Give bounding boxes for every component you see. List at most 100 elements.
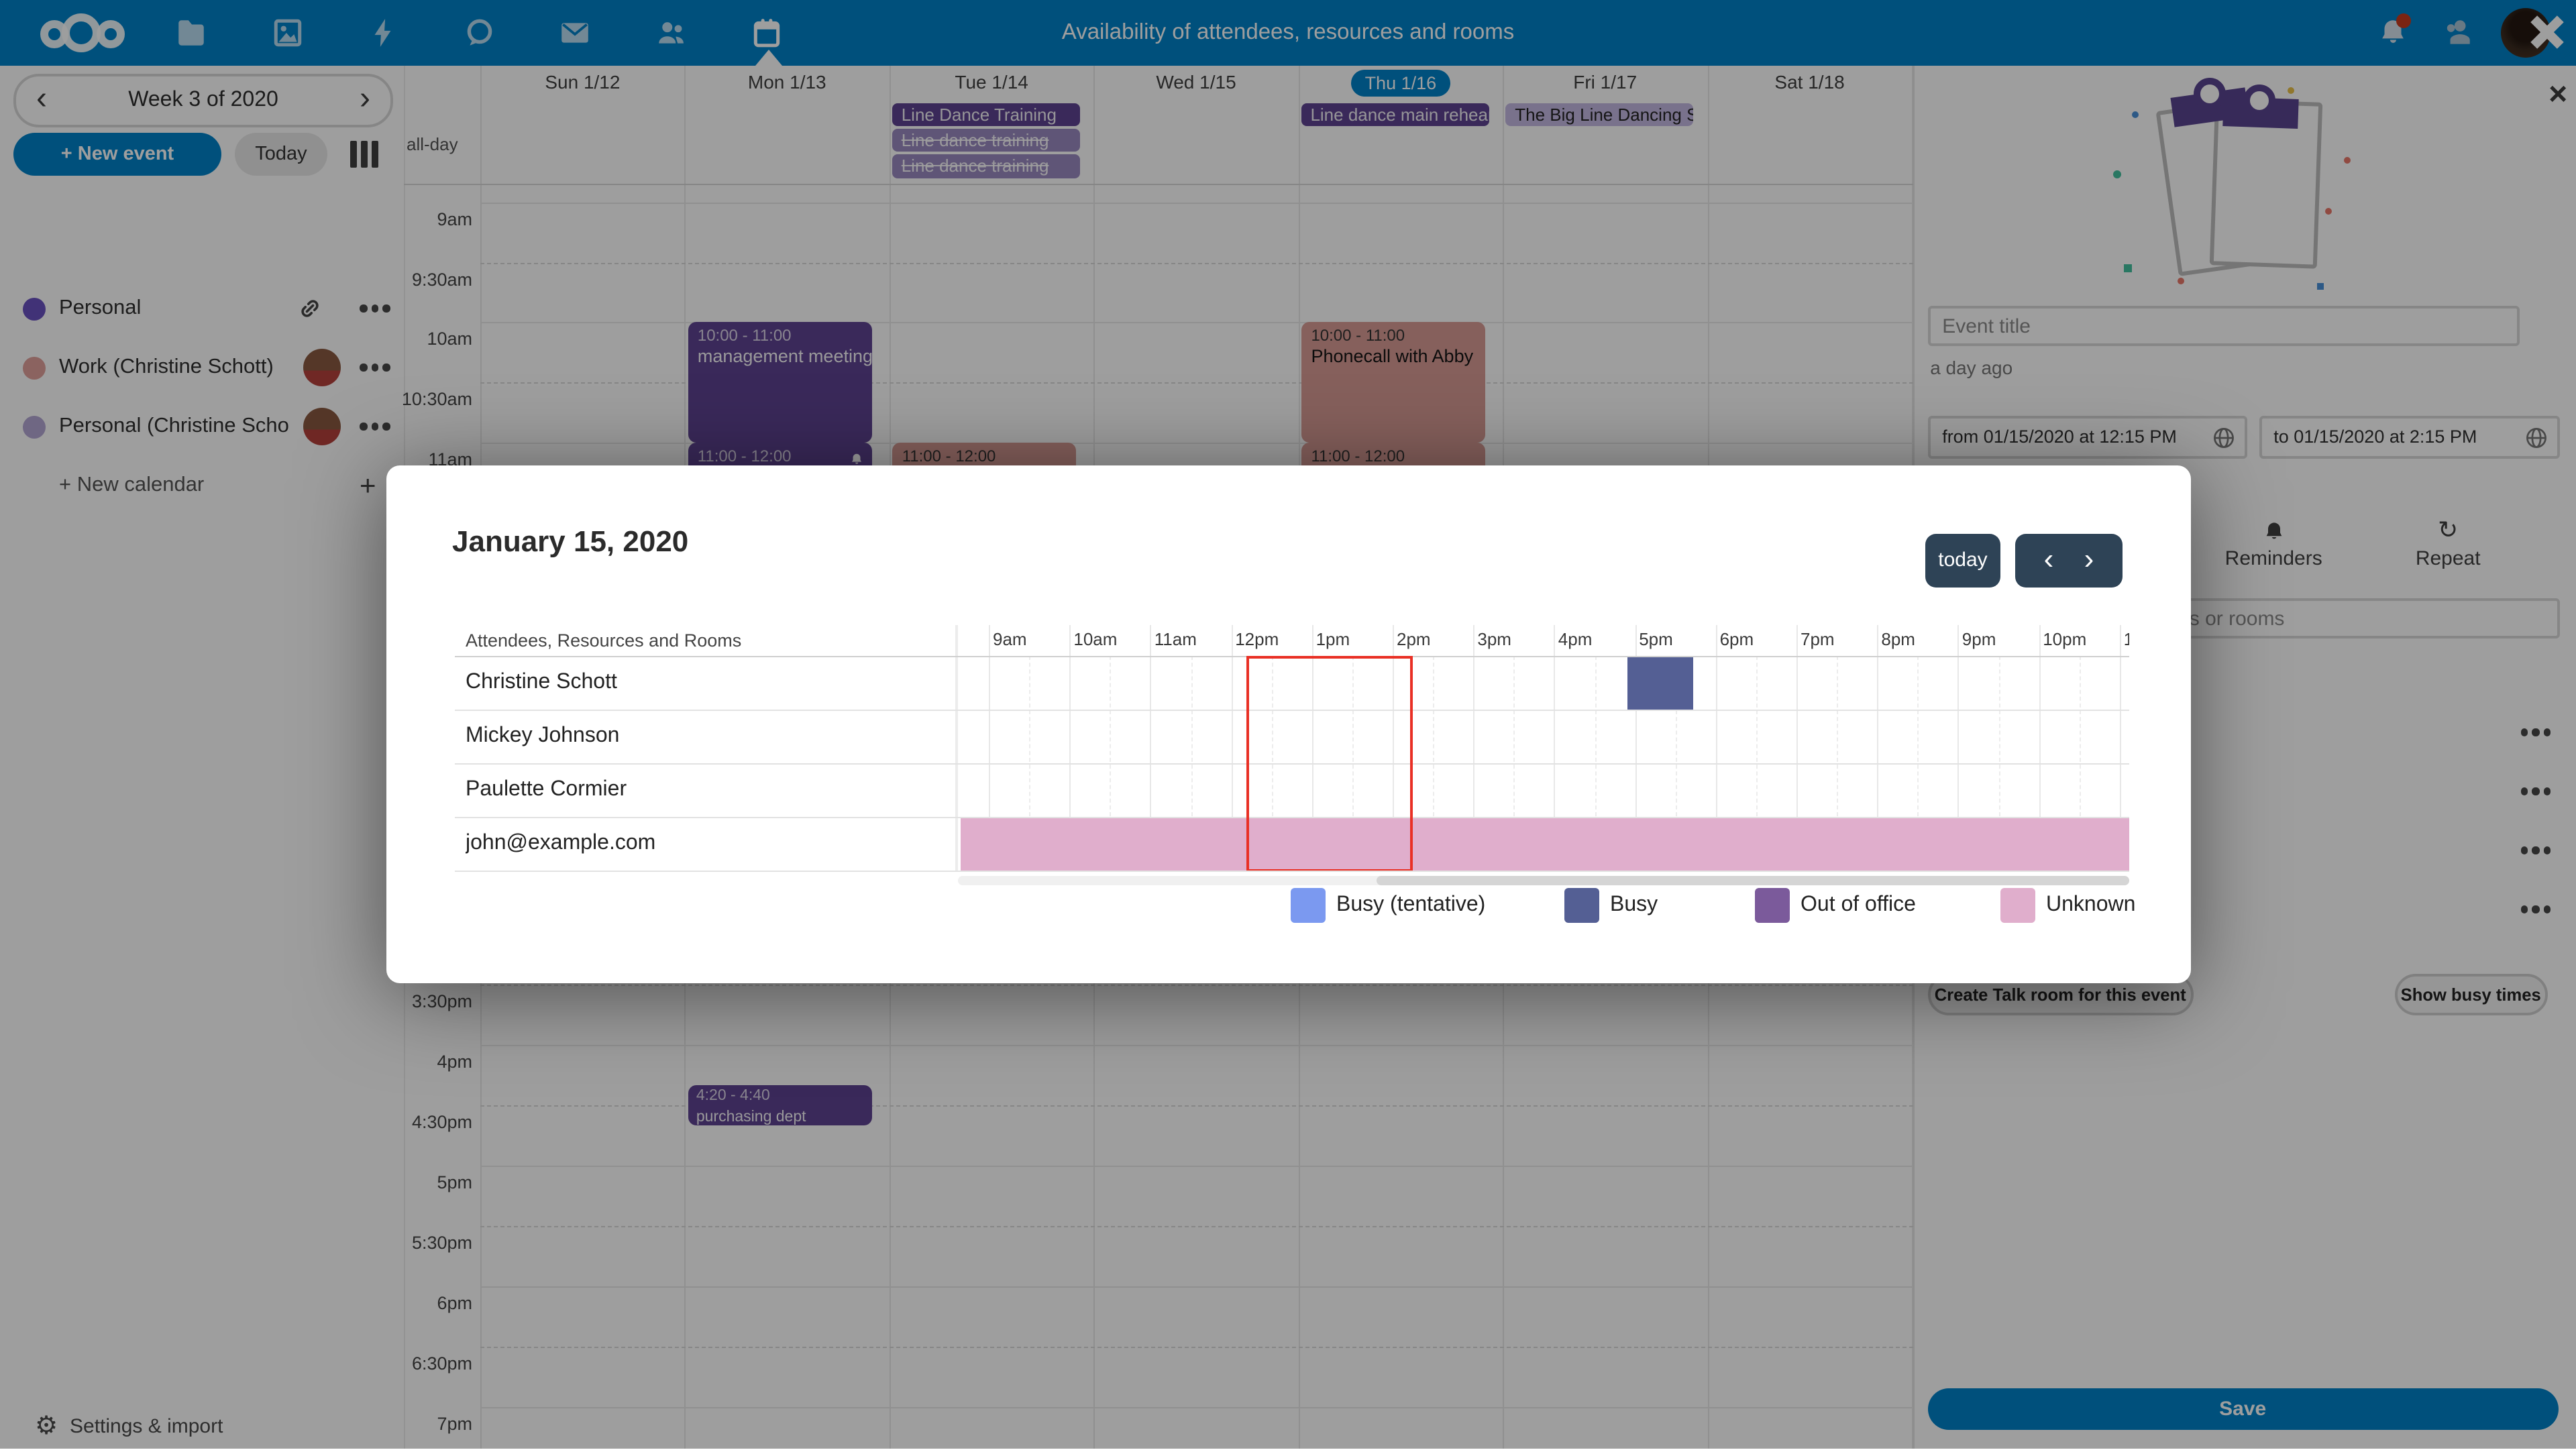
event-editor-sidebar: × a day ago from 01/15/2020 at 12:15 PM (1913, 66, 2576, 1449)
left-sidebar: ‹ Week 3 of 2020 › + New event Today Per… (0, 66, 405, 1449)
nextcloud-logo-icon[interactable] (40, 13, 126, 54)
timeline-hour-label: 4pm (1558, 629, 1593, 649)
activity-app-icon[interactable] (366, 16, 400, 50)
active-app-pointer (755, 50, 782, 66)
files-app-icon[interactable] (174, 16, 208, 50)
modal-prev-button[interactable]: ‹ (2043, 541, 2054, 575)
legend-item: Out of office (1755, 887, 1916, 922)
contacts-menu-icon[interactable] (2440, 16, 2474, 50)
calendar-name[interactable]: Work (Christine Schott) (59, 355, 274, 378)
timeline-row-border (455, 763, 2129, 765)
tab-reminders[interactable]: Reminders (2213, 519, 2334, 570)
day-header-thu[interactable]: Thu 1/16 (1298, 66, 1503, 98)
attendee-actions-icon[interactable] (2520, 787, 2551, 795)
save-button[interactable]: Save (1927, 1388, 2559, 1430)
attendees-column-header: Attendees, Resources and Rooms (466, 630, 742, 651)
calendar-event[interactable]: 4:20 - 4:40 purchasing dept (688, 1085, 872, 1126)
event-start-field[interactable]: from 01/15/2020 at 12:15 PM (1927, 416, 2247, 459)
calendar-event[interactable]: 10:00 - 11:00 management meeting (688, 322, 872, 443)
calendar-owner-avatar (303, 408, 341, 445)
modal-next-button[interactable]: › (2084, 541, 2094, 575)
table-divider (955, 625, 958, 871)
day-header-tue[interactable]: Tue 1/14 (955, 71, 1028, 93)
time-slot-line (480, 985, 1913, 987)
contacts-app-icon[interactable] (654, 16, 688, 50)
day-header-mon[interactable]: Mon 1/13 (747, 71, 826, 93)
attendee-actions-icon[interactable] (2520, 728, 2551, 736)
timeline-hour-label: 9pm (1962, 629, 1996, 649)
page-title: Availability of attendees, resources and… (1061, 20, 1515, 44)
mail-app-icon[interactable] (558, 16, 592, 50)
attendee-actions-icon[interactable] (2520, 846, 2551, 854)
legend-item: Unknown (2000, 887, 2135, 922)
attendee-actions-icon[interactable] (2520, 905, 2551, 913)
timeline-hour-line (1150, 625, 1152, 871)
timeline-scrollbar-thumb[interactable] (1377, 875, 2129, 885)
day-header-sat[interactable]: Sat 1/18 (1774, 71, 1845, 93)
calendar-list-item[interactable]: Personal (Christine Scho… (0, 397, 404, 456)
availability-timeline[interactable]: 9am 10am 11am 12pm 1pm 2pm 3pm 4pm 5pm 6pm 7pm 8pm 9… (958, 625, 2129, 871)
timeline-hour-label: 11pm (2124, 629, 2129, 649)
tab-label[interactable]: Repeat (2415, 547, 2481, 570)
legend-swatch (1564, 887, 1599, 922)
event-time: 10:00 - 11:00 (1311, 326, 1405, 345)
previous-week-button[interactable]: ‹ (36, 80, 47, 117)
timeline-hour-label: 11am (1154, 629, 1197, 649)
day-header-wed[interactable]: Wed 1/15 (1156, 71, 1236, 93)
calendar-actions-icon[interactable] (360, 423, 390, 430)
calendar-actions-icon[interactable] (360, 364, 390, 371)
next-week-button[interactable]: › (360, 80, 370, 117)
calendar-name[interactable]: Personal (59, 296, 142, 319)
allday-event[interactable]: Line dance main rehearsal (1301, 103, 1489, 126)
gutter-time-label: 5:30pm (411, 1232, 472, 1253)
calendar-list-item[interactable]: Work (Christine Schott) (0, 338, 404, 397)
tab-repeat[interactable]: ↻ Repeat (2387, 518, 2508, 570)
view-switcher-icon[interactable] (350, 141, 378, 168)
gutter-time-label: 5pm (437, 1172, 472, 1192)
gutter-time-label: 6pm (437, 1292, 472, 1313)
talk-app-icon[interactable] (462, 16, 496, 50)
calendar-app-icon[interactable] (750, 16, 784, 50)
calendar-event[interactable]: 10:00 - 11:00 Phonecall with Abby (1301, 322, 1486, 443)
today-button[interactable]: Today (235, 133, 327, 176)
event-title-input[interactable] (1927, 306, 2520, 346)
allday-event[interactable]: Line dance training (892, 154, 1080, 178)
time-slot-line (480, 202, 1913, 204)
settings-import-row[interactable]: ⚙ Settings & import (0, 1407, 404, 1450)
allday-event[interactable]: Line dance training (892, 128, 1080, 152)
new-calendar-label[interactable]: + New calendar (59, 473, 205, 496)
calendar-actions-icon[interactable] (360, 304, 390, 312)
photos-app-icon[interactable] (270, 16, 304, 50)
tab-label[interactable]: Reminders (2224, 547, 2322, 570)
share-link-icon[interactable] (298, 296, 322, 321)
calendar-name[interactable]: Personal (Christine Scho… (59, 414, 290, 437)
settings-import-label[interactable]: Settings & import (70, 1415, 223, 1438)
day-header-fri[interactable]: Fri 1/17 (1573, 71, 1638, 93)
new-event-button[interactable]: + New event (13, 133, 221, 176)
top-header-bar: Availability of attendees, resources and… (0, 0, 2576, 66)
plus-icon[interactable]: + (360, 471, 376, 502)
timeline-row-name: Christine Schott (466, 671, 617, 694)
event-end-field[interactable]: to 01/15/2020 at 2:15 PM (2259, 416, 2560, 459)
allday-event[interactable]: Line Dance Training (892, 103, 1080, 126)
event-reminder-bell-icon (849, 449, 864, 473)
new-calendar-row[interactable]: + New calendar + (0, 456, 404, 515)
time-slot-line (480, 1406, 1913, 1408)
time-slot-line (480, 1045, 1913, 1047)
modal-today-button[interactable]: today (1925, 533, 2000, 587)
allday-event[interactable]: The Big Line Dancing Show (1505, 103, 1694, 126)
timeline-row-border (455, 816, 2129, 818)
modal-nav-buttons: ‹ › (2015, 533, 2123, 587)
gutter-time-label: 7pm (437, 1413, 472, 1434)
close-sidebar-icon[interactable]: × (2548, 76, 2568, 113)
timeline-hour-line (1877, 625, 1879, 871)
gutter-time-label: 9am (437, 209, 472, 229)
day-header-sun[interactable]: Sun 1/12 (545, 71, 621, 93)
calendar-list-item[interactable]: Personal (0, 279, 404, 338)
gutter-time-label: 3:30pm (411, 991, 472, 1012)
legend-swatch (1291, 887, 1326, 922)
show-busy-times-button[interactable]: Show busy times (2394, 974, 2548, 1015)
timeline-hour-line (1473, 625, 1475, 871)
notifications-bell-icon[interactable] (2376, 13, 2411, 50)
